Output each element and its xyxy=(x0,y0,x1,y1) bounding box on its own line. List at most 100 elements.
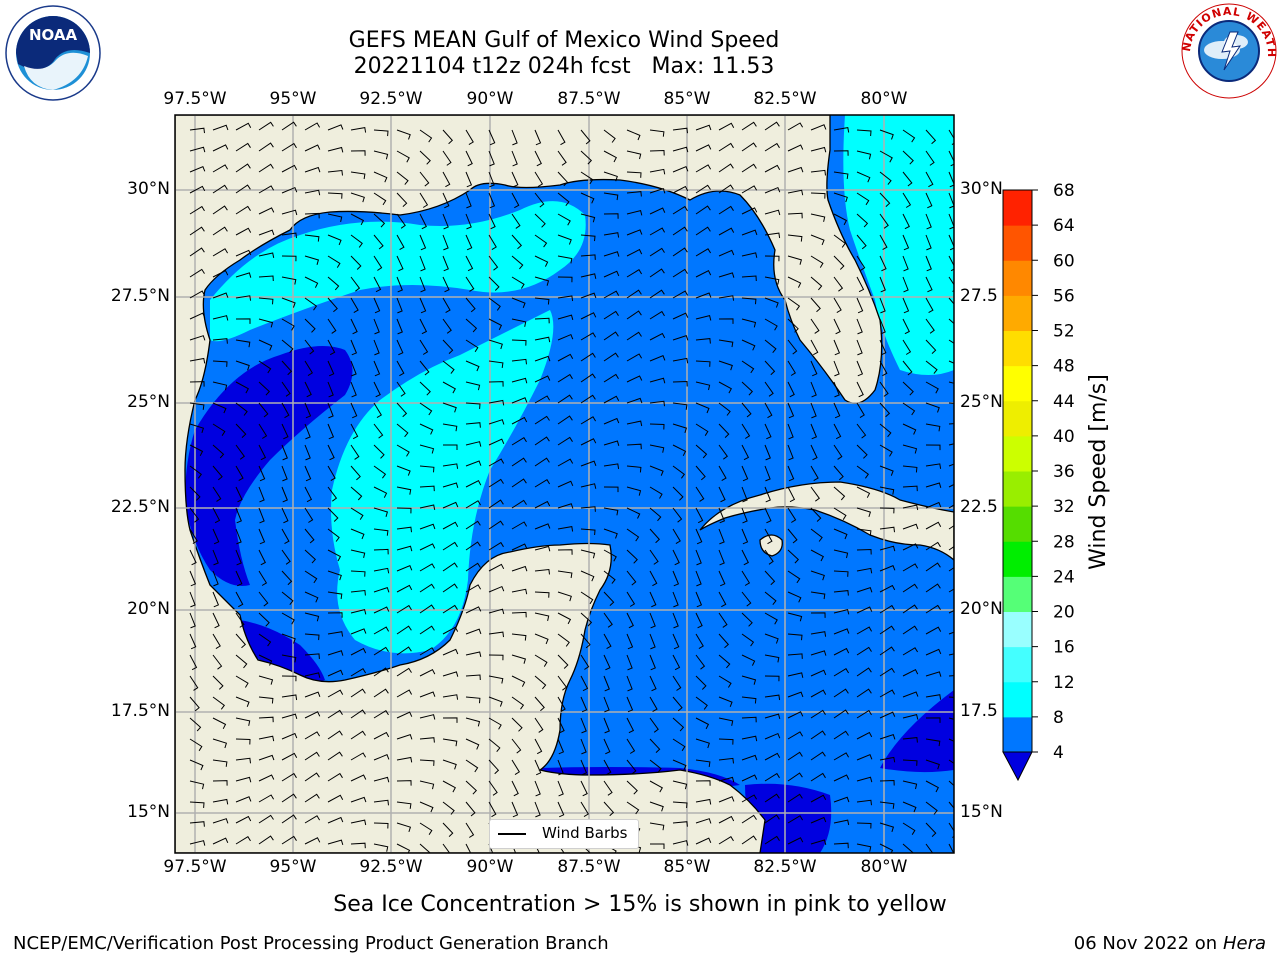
wind-barb xyxy=(350,381,357,398)
wind-barb xyxy=(511,675,526,687)
wind-barb xyxy=(603,801,615,817)
wind-barb xyxy=(741,591,752,607)
colorbar-tick-label: 48 xyxy=(1053,357,1075,377)
wind-barb xyxy=(235,836,251,845)
wind-barb xyxy=(833,549,849,559)
wind-barb xyxy=(833,528,848,540)
wind-barb xyxy=(557,353,574,362)
wind-barb xyxy=(281,549,291,565)
wind-barb xyxy=(534,336,551,343)
wind-barb xyxy=(350,842,366,849)
wind-barb xyxy=(350,796,367,803)
wind-barb xyxy=(488,478,504,488)
wind-barb xyxy=(626,654,633,671)
wind-barb xyxy=(281,713,298,720)
wind-barb xyxy=(649,168,666,175)
wind-barb xyxy=(856,465,869,479)
wind-barb xyxy=(833,423,842,440)
wind-barb xyxy=(419,780,435,790)
wind-barb xyxy=(580,654,590,670)
wind-barb xyxy=(649,696,658,713)
wind-barb xyxy=(580,483,597,489)
wind-barb xyxy=(925,444,941,451)
wind-barb xyxy=(695,798,712,805)
wind-barb xyxy=(304,591,319,603)
wind-barb xyxy=(649,332,666,341)
wind-barb xyxy=(373,776,390,783)
wind-barb xyxy=(189,423,205,434)
wind-barb xyxy=(925,759,940,770)
wind-barb xyxy=(419,339,429,355)
wind-barb xyxy=(925,648,942,656)
wind-barb xyxy=(396,507,412,514)
longitude-label: 95°W xyxy=(269,89,317,109)
wind-barb xyxy=(373,507,389,517)
wind-barb xyxy=(488,192,496,209)
wind-barb xyxy=(718,549,725,566)
wind-barb xyxy=(741,444,750,461)
wind-barb xyxy=(764,486,771,503)
wind-barb xyxy=(580,171,594,185)
wind-barb xyxy=(649,400,665,407)
wind-barb xyxy=(764,793,780,803)
wind-barb xyxy=(281,276,297,285)
wind-barb xyxy=(511,633,527,641)
wind-barb xyxy=(718,836,734,845)
longitude-label: 80°W xyxy=(860,89,908,109)
wind-barb xyxy=(212,507,221,524)
wind-barb xyxy=(603,150,617,163)
latitude-label: 22.5°N xyxy=(110,497,170,517)
wind-barb xyxy=(212,423,226,436)
wind-barb xyxy=(649,268,665,278)
wind-barb xyxy=(833,171,849,179)
wind-barb xyxy=(419,563,436,572)
wind-barb xyxy=(281,318,295,331)
wind-barb xyxy=(879,444,893,457)
wind-barb xyxy=(695,528,703,545)
nws-logo: NATIONAL WEATHER SERVICE xyxy=(1180,2,1277,99)
wind-barb xyxy=(258,297,274,305)
wind-barb xyxy=(419,276,426,293)
wind-barb xyxy=(856,606,873,614)
wind-barb xyxy=(534,150,542,167)
wind-barb xyxy=(350,774,367,782)
wind-barb xyxy=(925,822,937,837)
wind-barb xyxy=(718,184,734,194)
wind-barb xyxy=(764,232,781,239)
wind-barb xyxy=(511,234,523,250)
wind-barb xyxy=(557,780,564,797)
wind-barb xyxy=(718,717,734,726)
wind-barb xyxy=(212,402,227,414)
wind-barb xyxy=(373,822,389,829)
wind-barb xyxy=(258,754,275,761)
wind-barb xyxy=(212,528,220,545)
wind-barb xyxy=(764,142,780,152)
wind-barb xyxy=(557,549,573,555)
wind-barb xyxy=(258,360,272,374)
wind-barb xyxy=(764,654,780,663)
wind-barb xyxy=(327,650,344,656)
wind-barb xyxy=(580,675,589,692)
wind-barb xyxy=(304,672,321,678)
wind-barb xyxy=(212,486,222,502)
wind-barb xyxy=(557,255,573,264)
wind-barb xyxy=(879,360,888,377)
wind-barb xyxy=(281,793,297,803)
wind-barb xyxy=(764,675,780,682)
wind-barb xyxy=(189,381,205,387)
wind-barb xyxy=(603,696,610,713)
wind-barb xyxy=(327,689,344,698)
wind-barb xyxy=(718,675,732,688)
wind-barb xyxy=(856,423,867,439)
wind-barb xyxy=(833,590,849,596)
wind-barb xyxy=(787,189,804,196)
wind-barb xyxy=(626,465,642,473)
wind-barb xyxy=(189,205,205,215)
wind-zone-cyan-florida xyxy=(843,115,954,375)
wind-barb xyxy=(649,310,665,320)
wind-barb xyxy=(718,381,732,394)
wind-barb xyxy=(189,570,197,587)
wind-barb xyxy=(557,373,573,383)
wind-barb xyxy=(304,612,320,622)
wind-barb xyxy=(488,675,504,684)
